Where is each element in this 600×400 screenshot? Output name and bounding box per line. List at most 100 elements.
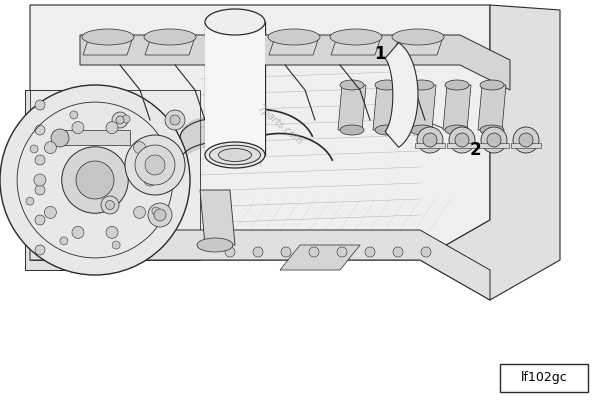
Ellipse shape bbox=[375, 80, 399, 90]
Ellipse shape bbox=[170, 115, 180, 125]
Ellipse shape bbox=[101, 196, 119, 214]
Ellipse shape bbox=[218, 148, 251, 162]
Ellipse shape bbox=[0, 85, 190, 275]
Ellipse shape bbox=[417, 127, 443, 153]
Ellipse shape bbox=[455, 133, 469, 147]
Ellipse shape bbox=[481, 127, 507, 153]
Ellipse shape bbox=[487, 133, 501, 147]
Ellipse shape bbox=[76, 161, 114, 199]
Ellipse shape bbox=[34, 174, 46, 186]
Ellipse shape bbox=[35, 125, 45, 135]
Ellipse shape bbox=[165, 110, 185, 130]
Ellipse shape bbox=[205, 142, 265, 168]
Ellipse shape bbox=[445, 80, 469, 90]
Ellipse shape bbox=[106, 226, 118, 238]
Ellipse shape bbox=[206, 29, 258, 45]
Ellipse shape bbox=[154, 209, 166, 221]
Ellipse shape bbox=[281, 247, 291, 257]
Polygon shape bbox=[65, 5, 490, 65]
Polygon shape bbox=[80, 35, 510, 90]
Ellipse shape bbox=[410, 80, 434, 90]
Ellipse shape bbox=[148, 203, 172, 227]
Ellipse shape bbox=[268, 29, 320, 45]
Polygon shape bbox=[30, 5, 490, 260]
Ellipse shape bbox=[112, 112, 128, 128]
Ellipse shape bbox=[152, 207, 160, 215]
Text: 7parts.com: 7parts.com bbox=[256, 103, 304, 147]
Polygon shape bbox=[415, 143, 445, 148]
Ellipse shape bbox=[410, 125, 434, 135]
Ellipse shape bbox=[392, 29, 444, 45]
Ellipse shape bbox=[421, 247, 431, 257]
Ellipse shape bbox=[134, 206, 146, 218]
Ellipse shape bbox=[197, 238, 233, 252]
Ellipse shape bbox=[330, 29, 382, 45]
Ellipse shape bbox=[116, 116, 124, 124]
Polygon shape bbox=[338, 85, 366, 130]
Polygon shape bbox=[269, 37, 319, 55]
Polygon shape bbox=[207, 37, 257, 55]
Ellipse shape bbox=[253, 247, 263, 257]
Polygon shape bbox=[145, 37, 195, 55]
Polygon shape bbox=[447, 143, 477, 148]
Ellipse shape bbox=[72, 122, 84, 134]
Ellipse shape bbox=[156, 155, 164, 163]
Ellipse shape bbox=[134, 142, 146, 154]
Polygon shape bbox=[200, 190, 235, 245]
Ellipse shape bbox=[112, 241, 120, 249]
Ellipse shape bbox=[519, 133, 533, 147]
Ellipse shape bbox=[340, 125, 364, 135]
Ellipse shape bbox=[30, 145, 38, 153]
Ellipse shape bbox=[480, 80, 504, 90]
Polygon shape bbox=[83, 37, 133, 55]
Ellipse shape bbox=[106, 122, 118, 134]
Polygon shape bbox=[393, 37, 443, 55]
Ellipse shape bbox=[375, 125, 399, 135]
Polygon shape bbox=[205, 22, 265, 155]
Ellipse shape bbox=[209, 145, 260, 165]
Ellipse shape bbox=[423, 133, 437, 147]
Polygon shape bbox=[408, 85, 436, 130]
Ellipse shape bbox=[225, 247, 235, 257]
Ellipse shape bbox=[449, 127, 475, 153]
Ellipse shape bbox=[513, 127, 539, 153]
Ellipse shape bbox=[72, 226, 84, 238]
Ellipse shape bbox=[51, 129, 69, 147]
Polygon shape bbox=[420, 5, 560, 300]
Polygon shape bbox=[443, 85, 471, 130]
Ellipse shape bbox=[60, 237, 68, 245]
Ellipse shape bbox=[144, 174, 156, 186]
Ellipse shape bbox=[35, 215, 45, 225]
Polygon shape bbox=[30, 90, 200, 260]
Text: 2: 2 bbox=[469, 141, 481, 159]
Polygon shape bbox=[30, 230, 490, 300]
Ellipse shape bbox=[35, 185, 45, 195]
Text: 1: 1 bbox=[374, 45, 386, 63]
Ellipse shape bbox=[44, 206, 56, 218]
Polygon shape bbox=[478, 85, 506, 130]
Ellipse shape bbox=[337, 247, 347, 257]
Ellipse shape bbox=[82, 29, 134, 45]
Ellipse shape bbox=[340, 80, 364, 90]
Polygon shape bbox=[373, 85, 401, 130]
Ellipse shape bbox=[393, 247, 403, 257]
Ellipse shape bbox=[122, 115, 130, 123]
Polygon shape bbox=[280, 245, 360, 270]
Ellipse shape bbox=[35, 245, 45, 255]
FancyBboxPatch shape bbox=[500, 364, 588, 392]
Ellipse shape bbox=[144, 29, 196, 45]
Polygon shape bbox=[25, 90, 80, 270]
Polygon shape bbox=[331, 37, 381, 55]
Ellipse shape bbox=[26, 197, 34, 205]
Ellipse shape bbox=[445, 125, 469, 135]
Ellipse shape bbox=[135, 145, 175, 185]
Ellipse shape bbox=[44, 142, 56, 154]
Polygon shape bbox=[60, 130, 130, 145]
Ellipse shape bbox=[35, 155, 45, 165]
Polygon shape bbox=[385, 43, 418, 147]
Ellipse shape bbox=[35, 100, 45, 110]
Ellipse shape bbox=[106, 200, 115, 210]
Ellipse shape bbox=[125, 135, 185, 195]
Ellipse shape bbox=[62, 147, 128, 213]
Ellipse shape bbox=[205, 9, 265, 35]
